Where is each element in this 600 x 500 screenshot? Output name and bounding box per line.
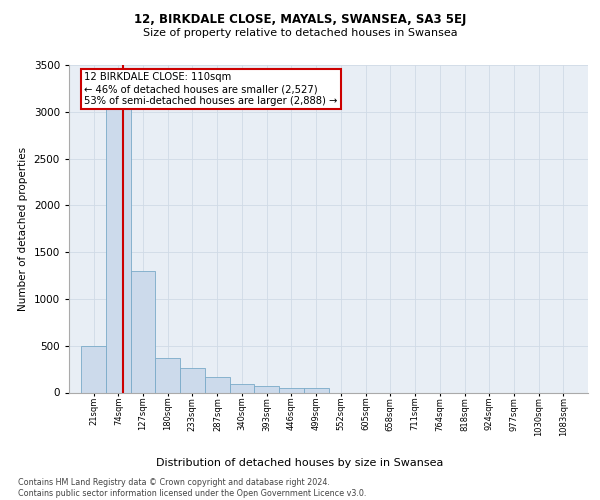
Bar: [254, 386, 279, 392]
Text: 12 BIRKDALE CLOSE: 110sqm
← 46% of detached houses are smaller (2,527)
53% of se: 12 BIRKDALE CLOSE: 110sqm ← 46% of detac…: [84, 72, 338, 106]
Text: 12, BIRKDALE CLOSE, MAYALS, SWANSEA, SA3 5EJ: 12, BIRKDALE CLOSE, MAYALS, SWANSEA, SA3…: [134, 12, 466, 26]
Bar: [131, 271, 155, 392]
Text: Distribution of detached houses by size in Swansea: Distribution of detached houses by size …: [157, 458, 443, 468]
Bar: [82, 346, 106, 393]
Y-axis label: Number of detached properties: Number of detached properties: [18, 146, 28, 311]
Text: Contains HM Land Registry data © Crown copyright and database right 2024.
Contai: Contains HM Land Registry data © Crown c…: [18, 478, 367, 498]
Bar: [155, 358, 180, 392]
Bar: [106, 84, 131, 392]
Bar: [230, 384, 254, 392]
Bar: [304, 388, 329, 392]
Bar: [205, 376, 230, 392]
Text: Size of property relative to detached houses in Swansea: Size of property relative to detached ho…: [143, 28, 457, 38]
Bar: [279, 388, 304, 392]
Bar: [180, 368, 205, 392]
